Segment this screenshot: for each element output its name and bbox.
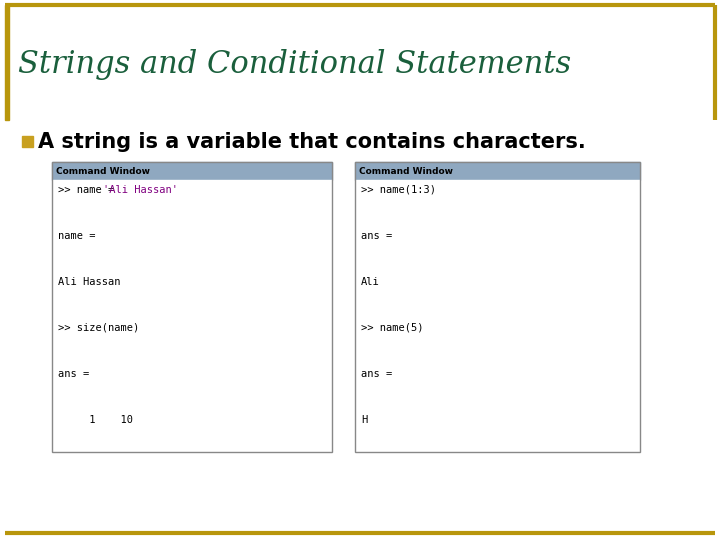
Bar bbox=[355, 180, 640, 452]
Text: name =: name = bbox=[58, 231, 96, 241]
Bar bbox=[52, 162, 332, 180]
Bar bbox=[52, 162, 332, 452]
Text: >> size(name): >> size(name) bbox=[58, 323, 139, 333]
Text: A string is a variable that contains characters.: A string is a variable that contains cha… bbox=[38, 132, 586, 152]
Text: Strings and Conditional Statements: Strings and Conditional Statements bbox=[18, 50, 571, 80]
Bar bbox=[355, 162, 640, 180]
Bar bbox=[5, 5, 9, 120]
Text: ans =: ans = bbox=[361, 369, 392, 379]
Text: H: H bbox=[361, 415, 367, 425]
Text: Ali: Ali bbox=[361, 277, 379, 287]
Bar bbox=[52, 180, 332, 452]
Bar bbox=[355, 162, 640, 452]
Text: ans =: ans = bbox=[58, 369, 89, 379]
Text: Ali Hassan: Ali Hassan bbox=[58, 277, 120, 287]
Text: 1    10: 1 10 bbox=[58, 415, 133, 425]
Text: Command Window: Command Window bbox=[359, 166, 453, 176]
Text: >> name(1:3): >> name(1:3) bbox=[361, 185, 436, 195]
Text: ans =: ans = bbox=[361, 231, 392, 241]
Text: 'Ali Hassan': 'Ali Hassan' bbox=[103, 185, 178, 195]
Text: Command Window: Command Window bbox=[56, 166, 150, 176]
Text: >> name(5): >> name(5) bbox=[361, 323, 423, 333]
Text: >> name =: >> name = bbox=[58, 185, 120, 195]
Bar bbox=[22, 136, 33, 147]
